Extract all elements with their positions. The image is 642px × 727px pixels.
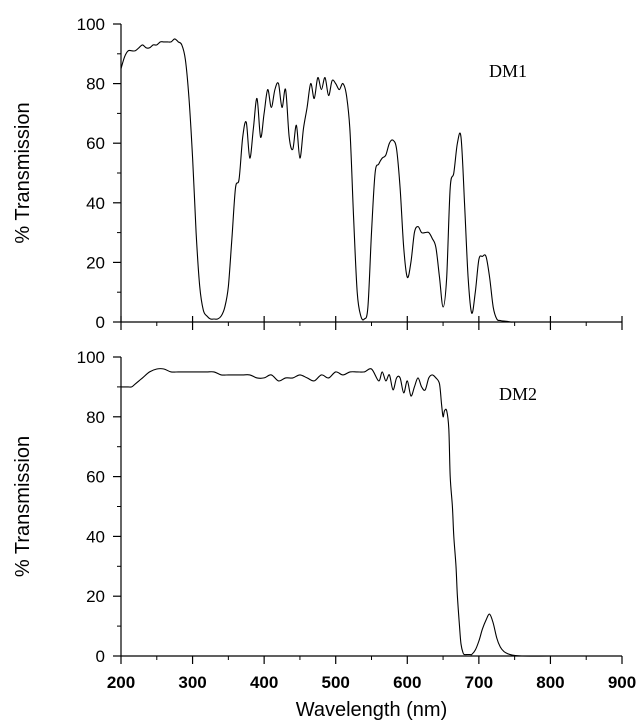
x-tick-label: 200 <box>107 673 135 692</box>
y-tick-label: 20 <box>86 587 105 606</box>
series-label: DM2 <box>499 384 537 404</box>
x-tick-label: 700 <box>465 673 493 692</box>
x-tick-label: 400 <box>250 673 278 692</box>
y-tick-label: 0 <box>96 647 105 666</box>
x-tick-label: 500 <box>322 673 350 692</box>
dm2-panel: 0 20 40 60 80 100 200 300 400 500 600 700 800 900 % Tr… <box>12 348 636 721</box>
series-line-dm1 <box>120 38 622 323</box>
y-axis-title: % Transmission <box>12 436 34 577</box>
y-tick-label: 80 <box>86 408 105 427</box>
series-line-dm2 <box>120 368 622 657</box>
series-label: DM1 <box>489 61 527 81</box>
y-tick-label: 40 <box>86 194 105 213</box>
y-axis-title: % Transmission <box>12 102 34 243</box>
y-tick-label: 40 <box>86 527 105 546</box>
y-tick-label: 100 <box>77 15 105 34</box>
y-tick-label: 0 <box>96 313 105 332</box>
x-tick-label: 600 <box>393 673 421 692</box>
dm1-panel: 0 20 40 60 80 100 % Transmission DM1 <box>12 15 623 332</box>
y-tick-label: 80 <box>86 75 105 94</box>
y-tick-label: 60 <box>86 134 105 153</box>
y-tick-label: 60 <box>86 468 105 487</box>
y-tick-label: 100 <box>77 348 105 367</box>
x-tick-label: 900 <box>608 673 636 692</box>
y-tick-label: 20 <box>86 253 105 272</box>
x-tick-label: 800 <box>536 673 564 692</box>
x-tick-label: 300 <box>178 673 206 692</box>
x-axis-title: Wavelength (nm) <box>296 699 448 721</box>
